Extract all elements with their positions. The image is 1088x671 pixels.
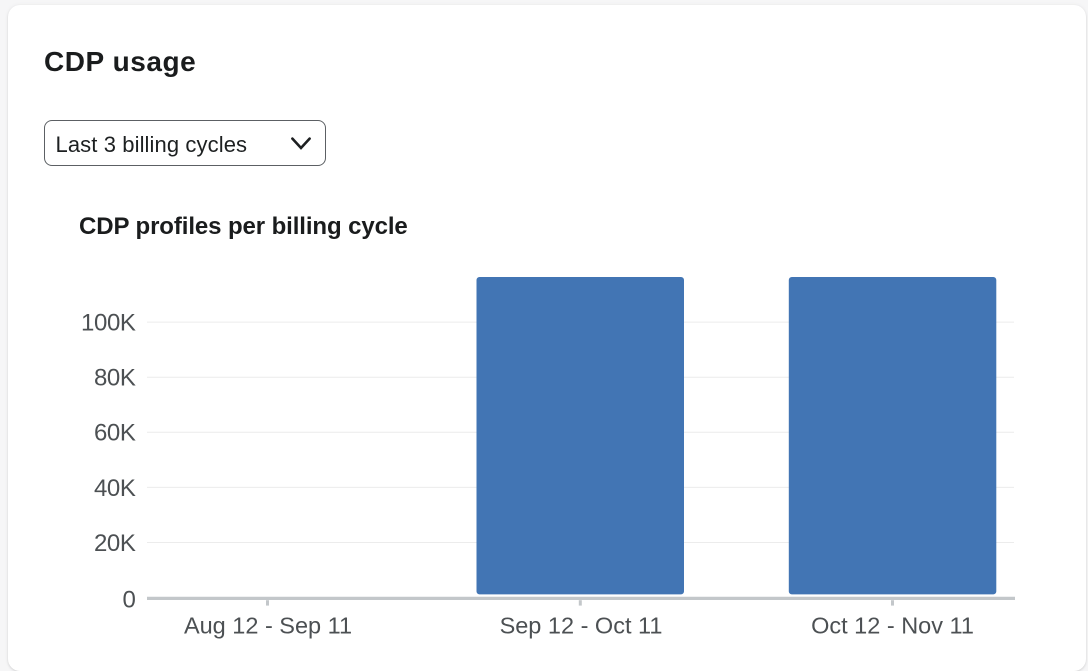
svg-text:Sep 12 - Oct 11: Sep 12 - Oct 11 — [500, 612, 663, 638]
svg-text:40K: 40K — [94, 475, 136, 502]
svg-text:0: 0 — [123, 587, 136, 614]
svg-text:20K: 20K — [94, 530, 136, 557]
svg-text:Oct 12 - Nov 11: Oct 12 - Nov 11 — [811, 612, 974, 638]
svg-text:Aug 12 - Sep 11: Aug 12 - Sep 11 — [184, 612, 352, 638]
svg-text:60K: 60K — [94, 420, 136, 447]
svg-text:100K: 100K — [81, 310, 136, 337]
svg-text:80K: 80K — [94, 365, 136, 392]
